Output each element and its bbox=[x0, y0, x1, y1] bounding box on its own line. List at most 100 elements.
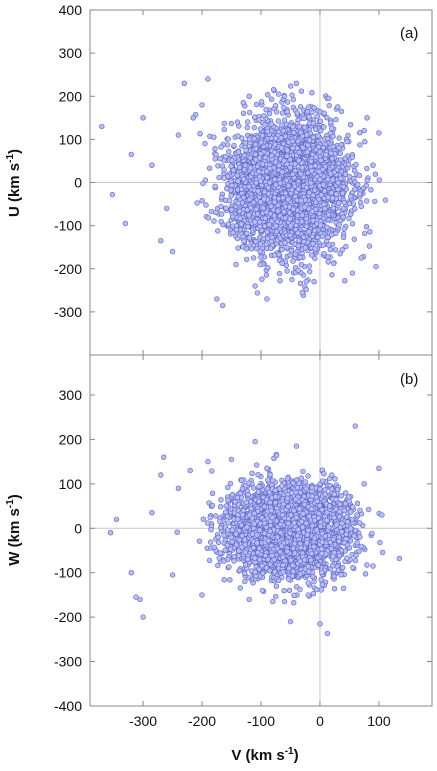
panel-a-points bbox=[99, 76, 389, 309]
data-point bbox=[370, 162, 376, 168]
data-point bbox=[361, 230, 368, 237]
data-point bbox=[263, 106, 269, 113]
y-tick-label: -300 bbox=[54, 304, 82, 320]
data-point bbox=[250, 199, 257, 206]
data-point bbox=[274, 109, 280, 115]
data-point bbox=[235, 245, 241, 251]
data-point bbox=[212, 183, 218, 190]
data-point bbox=[293, 80, 300, 87]
data-point bbox=[216, 174, 222, 181]
data-point bbox=[252, 151, 259, 158]
data-point bbox=[246, 235, 253, 241]
data-point bbox=[317, 118, 324, 125]
data-point bbox=[253, 206, 259, 213]
data-point bbox=[221, 175, 227, 181]
data-point bbox=[272, 159, 279, 165]
data-point bbox=[202, 140, 208, 147]
data-point bbox=[211, 134, 217, 140]
data-point bbox=[321, 188, 328, 194]
data-point bbox=[308, 158, 314, 165]
data-point bbox=[238, 221, 244, 227]
data-point bbox=[197, 131, 203, 137]
data-point bbox=[313, 199, 319, 205]
data-point bbox=[304, 132, 310, 138]
data-point bbox=[221, 120, 228, 127]
data-point bbox=[357, 191, 363, 197]
data-point bbox=[321, 201, 327, 208]
data-point bbox=[241, 176, 247, 182]
data-point bbox=[234, 172, 240, 179]
data-point bbox=[306, 263, 312, 269]
data-point bbox=[99, 123, 105, 130]
data-point bbox=[304, 108, 311, 115]
data-point bbox=[275, 202, 281, 209]
data-point bbox=[349, 154, 355, 161]
data-point bbox=[302, 245, 309, 251]
data-point bbox=[267, 245, 274, 252]
y-tick-label: 300 bbox=[59, 45, 83, 61]
data-point bbox=[274, 228, 280, 235]
data-point bbox=[316, 168, 322, 175]
data-point bbox=[223, 205, 229, 211]
data-point bbox=[256, 117, 262, 123]
data-point bbox=[312, 227, 318, 234]
data-point bbox=[324, 224, 330, 231]
data-point bbox=[208, 208, 215, 215]
data-point bbox=[356, 172, 363, 179]
data-point bbox=[261, 113, 267, 119]
data-point bbox=[312, 246, 318, 252]
data-point bbox=[364, 177, 370, 184]
data-point bbox=[302, 124, 308, 131]
data-point bbox=[149, 162, 155, 168]
data-point bbox=[298, 129, 304, 136]
data-point bbox=[265, 265, 271, 271]
data-point bbox=[246, 93, 252, 100]
data-point bbox=[221, 167, 227, 173]
data-point bbox=[199, 102, 205, 108]
data-point bbox=[295, 243, 302, 249]
data-point bbox=[303, 216, 309, 222]
data-point bbox=[351, 236, 357, 242]
data-point bbox=[358, 203, 364, 210]
data-point bbox=[252, 219, 258, 225]
data-point bbox=[309, 109, 315, 116]
data-point bbox=[346, 173, 353, 180]
data-point bbox=[200, 516, 207, 522]
data-point bbox=[235, 133, 241, 139]
data-point bbox=[358, 255, 364, 261]
data-point bbox=[321, 110, 327, 116]
data-point bbox=[329, 195, 336, 201]
data-point bbox=[228, 192, 234, 199]
data-point bbox=[211, 218, 217, 224]
data-point bbox=[346, 200, 353, 207]
data-point bbox=[265, 185, 271, 191]
data-point bbox=[287, 164, 293, 171]
data-point bbox=[305, 142, 311, 148]
data-point bbox=[352, 206, 358, 212]
data-point bbox=[318, 192, 324, 198]
data-point bbox=[266, 110, 273, 117]
data-point bbox=[237, 215, 243, 222]
data-point bbox=[330, 133, 336, 140]
data-point bbox=[295, 230, 301, 236]
data-point bbox=[233, 261, 239, 268]
data-point bbox=[286, 210, 293, 216]
data-point bbox=[190, 115, 196, 121]
data-point bbox=[245, 223, 251, 230]
data-point bbox=[288, 83, 294, 89]
data-point bbox=[272, 102, 279, 109]
data-point bbox=[300, 234, 307, 241]
data-point bbox=[353, 161, 359, 168]
data-point bbox=[324, 136, 331, 142]
data-point bbox=[329, 155, 335, 162]
data-point bbox=[229, 182, 235, 189]
data-point bbox=[344, 138, 350, 145]
data-point bbox=[128, 151, 135, 158]
data-point bbox=[233, 227, 240, 233]
data-point bbox=[255, 188, 261, 194]
data-point bbox=[290, 123, 296, 130]
data-point bbox=[278, 145, 285, 151]
data-point bbox=[259, 132, 265, 139]
data-point bbox=[298, 197, 304, 204]
